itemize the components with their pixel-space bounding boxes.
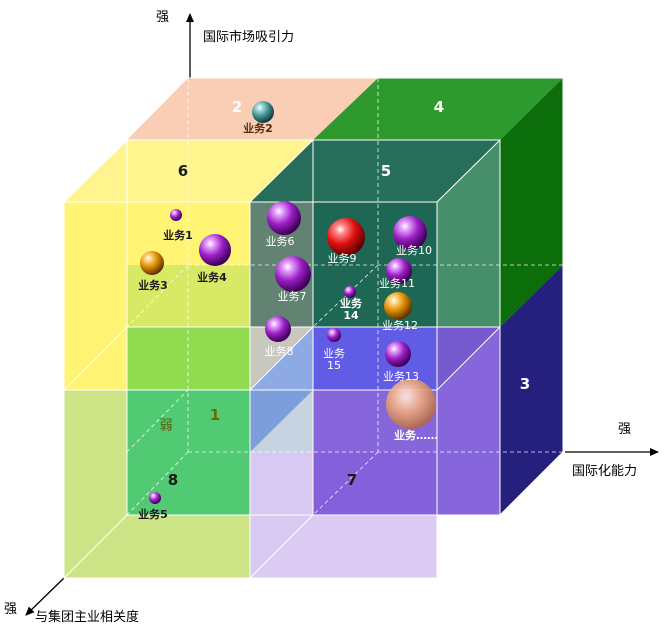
middle-grey-column <box>250 202 313 390</box>
region-1-upper-band <box>127 327 250 390</box>
ball-business-1 <box>170 209 182 221</box>
region-7-bright-blue <box>313 327 437 390</box>
region-5-number: 5 <box>380 162 392 180</box>
region-3-right-face <box>500 265 563 515</box>
weak-label: 弱 <box>159 418 173 434</box>
region-4-number: 4 <box>433 98 445 116</box>
ball-business-15 <box>327 328 341 342</box>
ball-business-14 <box>344 286 356 298</box>
region-6-number: 6 <box>177 162 189 180</box>
business-balls <box>140 101 436 504</box>
z-axis-strong-label: 强 <box>4 602 18 617</box>
y-axis-strong-label: 强 <box>156 10 170 25</box>
business-2-label: 业务2 <box>243 122 273 135</box>
business-6-label: 业务6 <box>265 235 295 248</box>
cube-gridlines <box>63 139 501 579</box>
ball-business-7 <box>275 256 311 292</box>
business-8-label: 业务8 <box>264 345 294 358</box>
business-9-label: 业务9 <box>327 252 357 265</box>
business-5-label: 业务5 <box>138 508 168 521</box>
business-10-label: 业务10 <box>396 244 432 257</box>
axes <box>25 13 659 616</box>
ball-business-4 <box>199 234 231 266</box>
ball-business-9 <box>327 218 365 256</box>
ball-business-2 <box>252 101 274 123</box>
region-2-number: 2 <box>231 98 243 116</box>
z-axis-label: 与集团主业相关度 <box>35 610 140 625</box>
ball-business-more <box>386 379 436 429</box>
x-axis-label: 国际化能力 <box>572 464 638 479</box>
ball-business-3 <box>140 251 164 275</box>
business-14-label: 业务14 <box>340 297 362 322</box>
region-3-number: 3 <box>519 375 531 393</box>
ball-business-11 <box>386 258 412 284</box>
region-6-top-face <box>64 140 313 202</box>
business-3-label: 业务3 <box>138 279 168 292</box>
ball-business-5 <box>149 492 161 504</box>
ball-business-6 <box>267 201 301 235</box>
region-7-number: 7 <box>346 471 358 489</box>
business-4-label: 业务4 <box>197 271 227 284</box>
business-1-label: 业务1 <box>163 229 193 242</box>
x-axis-strong-label: 强 <box>618 422 632 437</box>
cube-dashed-lines <box>126 78 563 516</box>
business-more-label: 业务…… <box>394 429 438 442</box>
business-13-label: 业务13 <box>383 370 419 383</box>
region-4-top-face <box>313 78 563 140</box>
business-12-label: 业务12 <box>382 319 418 332</box>
ball-business-13 <box>385 341 411 367</box>
z-axis-arrow <box>25 577 65 616</box>
cube-outer-border <box>188 77 564 516</box>
y-axis-label: 国际市场吸引力 <box>203 30 295 45</box>
ball-business-8 <box>265 316 291 342</box>
business-7-label: 业务7 <box>277 290 307 303</box>
ball-business-10 <box>393 216 427 250</box>
region-1-number: 1 <box>209 406 221 424</box>
business-15-label: 业务15 <box>323 347 345 372</box>
ball-business-12 <box>384 292 412 320</box>
business-11-label: 业务11 <box>379 277 415 290</box>
region-8-number: 8 <box>167 471 179 489</box>
